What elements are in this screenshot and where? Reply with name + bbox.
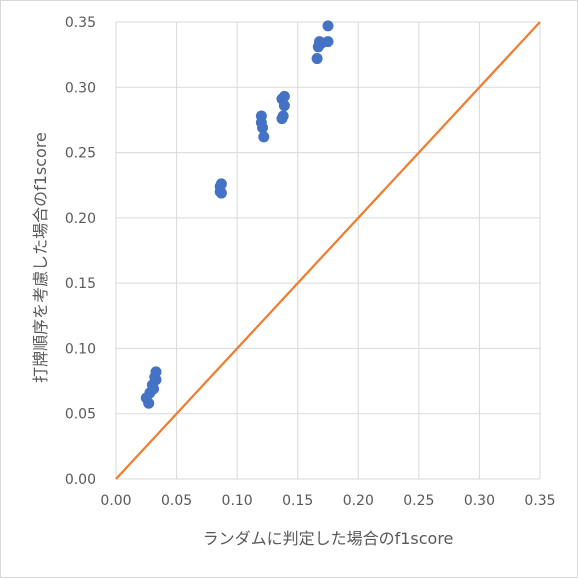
x-tick-label: 0.00 [100, 493, 131, 509]
data-point [322, 20, 334, 32]
data-points [140, 20, 334, 409]
data-point [150, 366, 162, 378]
y-tick-label: 0.10 [65, 341, 96, 357]
x-tick-label: 0.30 [464, 493, 495, 509]
y-tick-label: 0.20 [65, 211, 96, 227]
data-point [258, 131, 270, 143]
y-tick-label: 0.15 [65, 276, 96, 292]
data-point [322, 36, 334, 48]
y-tick-label: 0.35 [65, 15, 96, 31]
x-tick-label: 0.15 [282, 493, 313, 509]
data-point [215, 187, 227, 199]
y-tick-label: 0.05 [65, 407, 96, 423]
y-axis-title: 打牌順序を考慮した場合のf1score [31, 132, 50, 383]
y-tick-label: 0.25 [65, 146, 96, 162]
reference-line-group [115, 21, 541, 480]
x-tick-label: 0.10 [222, 493, 253, 509]
data-point [278, 90, 290, 102]
y-tick-label: 0.00 [65, 472, 96, 488]
data-point [278, 100, 290, 112]
x-tick-label: 0.25 [403, 493, 434, 509]
y-tick-labels: 0.00 0.05 0.10 0.15 0.20 0.25 0.30 0.35 [65, 15, 96, 488]
y-tick-label: 0.30 [65, 80, 96, 96]
data-point [143, 397, 155, 409]
x-tick-label: 0.35 [524, 493, 555, 509]
x-tick-label: 0.20 [343, 493, 374, 509]
data-point [148, 383, 160, 395]
data-point [276, 113, 288, 125]
reference-line [115, 21, 541, 480]
data-point [150, 374, 162, 386]
x-axis-title: ランダムに判定した場合のf1score [203, 529, 454, 548]
x-tick-labels: 0.00 0.05 0.10 0.15 0.20 0.25 0.30 0.35 [100, 493, 555, 509]
gridlines [115, 21, 541, 480]
data-point [311, 53, 323, 65]
x-tick-label: 0.05 [161, 493, 192, 509]
data-point [257, 122, 269, 134]
